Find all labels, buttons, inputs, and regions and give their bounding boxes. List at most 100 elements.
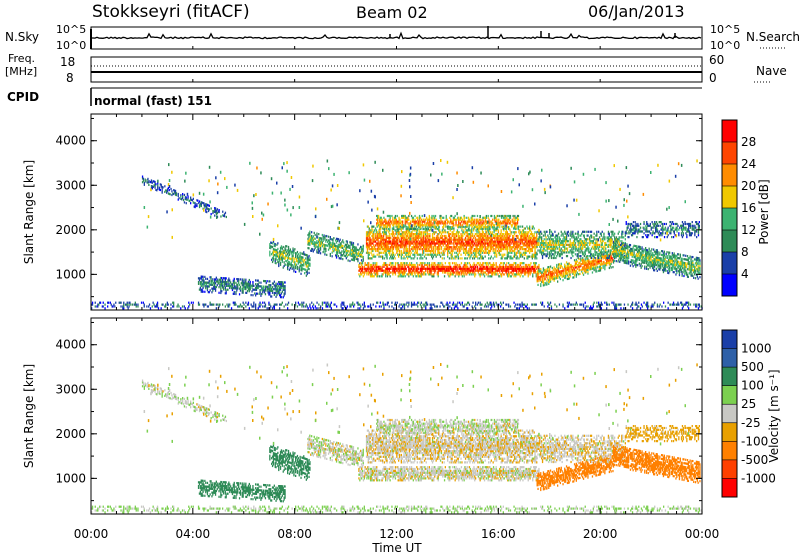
power-cell xyxy=(284,287,285,289)
power-cell xyxy=(488,275,489,277)
power-cell xyxy=(515,248,516,250)
power-cell xyxy=(272,286,273,288)
power-cell xyxy=(529,256,530,258)
power-cell xyxy=(387,275,388,277)
power-cell xyxy=(269,251,270,253)
power-cell xyxy=(395,215,396,217)
power-cell xyxy=(395,254,396,256)
power-cell xyxy=(209,208,210,210)
power-cell xyxy=(164,185,165,187)
power-cell xyxy=(378,256,379,258)
power-cell xyxy=(230,281,231,283)
power-cell xyxy=(145,180,146,182)
power-cell xyxy=(294,261,295,263)
power-cell xyxy=(538,264,539,266)
power-cell xyxy=(468,241,469,243)
power-cell xyxy=(309,263,310,265)
power-cell xyxy=(486,215,487,217)
power-cell xyxy=(358,264,359,266)
power-cell xyxy=(423,273,424,275)
power-cell xyxy=(154,181,155,183)
power-cell xyxy=(212,278,213,280)
power-cell xyxy=(501,262,502,264)
power-cell xyxy=(361,259,362,261)
power-cell xyxy=(442,257,443,259)
power-cell xyxy=(468,228,469,230)
power-cell xyxy=(433,250,434,252)
power-cell xyxy=(315,234,316,236)
power-cell xyxy=(503,226,504,228)
power-cell xyxy=(282,281,283,283)
power-cell xyxy=(492,231,493,233)
power-cell xyxy=(330,242,331,244)
power-cell xyxy=(471,248,472,250)
power-cell xyxy=(445,231,446,233)
power-cell xyxy=(410,254,411,256)
power-cell xyxy=(161,184,162,186)
power-cell xyxy=(523,262,524,264)
power-cell xyxy=(494,264,495,266)
power-cell xyxy=(493,248,494,250)
power-cell xyxy=(369,254,370,256)
power-cell xyxy=(342,247,343,249)
power-cell xyxy=(393,224,394,226)
power-cell xyxy=(509,273,510,275)
power-cell xyxy=(148,184,149,186)
power-cell xyxy=(423,242,424,244)
power-cell xyxy=(405,224,406,226)
power-cell xyxy=(525,254,526,256)
power-cell xyxy=(426,224,427,226)
power-cell xyxy=(510,241,511,243)
power-cell xyxy=(410,221,411,223)
power-cell xyxy=(459,235,460,237)
power-cell xyxy=(356,247,357,249)
power-cell xyxy=(523,266,524,268)
power-cell xyxy=(532,248,533,250)
power-cell xyxy=(288,248,289,250)
power-cell xyxy=(507,241,508,243)
power-cell xyxy=(563,271,564,273)
power-cell xyxy=(482,219,483,221)
power-cell xyxy=(465,237,466,239)
power-cell xyxy=(517,248,518,250)
power-cell xyxy=(452,235,453,237)
power-cell xyxy=(363,250,364,252)
power-cell xyxy=(498,231,499,233)
power-cell xyxy=(503,266,504,268)
power-cell xyxy=(536,262,537,264)
power-cell xyxy=(529,226,530,228)
power-cell xyxy=(536,231,537,233)
power-cell xyxy=(431,273,432,275)
power-cell xyxy=(414,224,415,226)
power-cell xyxy=(389,235,390,237)
power-cell xyxy=(427,233,428,235)
power-cell xyxy=(275,262,276,264)
power-cell xyxy=(357,243,358,245)
power-cell xyxy=(485,256,486,258)
power-cell xyxy=(401,226,402,228)
power-cell xyxy=(250,281,251,283)
power-cell xyxy=(475,268,476,270)
power-cell xyxy=(423,237,424,239)
power-cell xyxy=(514,250,515,252)
power-cell xyxy=(203,202,204,204)
power-cell xyxy=(488,273,489,275)
power-cell xyxy=(528,231,529,233)
power-cell xyxy=(435,248,436,250)
power-cell xyxy=(460,226,461,228)
power-cell xyxy=(500,254,501,256)
power-cell xyxy=(395,273,396,275)
power-cell xyxy=(449,235,450,237)
power-cell xyxy=(496,254,497,256)
power-cell xyxy=(507,248,508,250)
power-cell xyxy=(361,273,362,275)
power-cell xyxy=(520,248,521,250)
power-cell xyxy=(456,235,457,237)
power-cell xyxy=(472,219,473,221)
power-cell xyxy=(378,241,379,243)
power-cell xyxy=(423,224,424,226)
power-cell xyxy=(510,221,511,223)
power-cell xyxy=(462,235,463,237)
power-cell xyxy=(383,226,384,228)
power-cell xyxy=(455,241,456,243)
